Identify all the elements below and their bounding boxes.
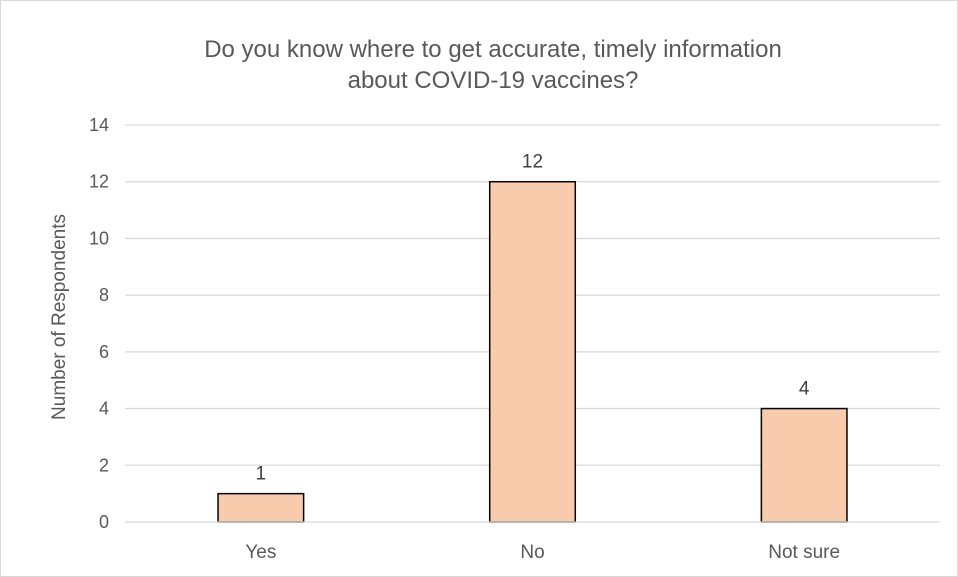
chart-title: Do you know where to get accurate, timel… (204, 36, 782, 94)
data-label: 1 (256, 464, 267, 485)
y-tick-label: 8 (99, 285, 109, 305)
data-label: 4 (799, 379, 810, 400)
bar (760, 407, 848, 523)
x-axis-categories: Yes No Not sure (245, 542, 840, 563)
y-tick-label: 10 (89, 228, 109, 248)
data-label: 12 (522, 152, 543, 173)
chart-title-line-2: about COVID-19 vaccines? (348, 67, 639, 94)
y-axis-ticks: 0 2 4 6 8 10 12 14 (89, 115, 109, 532)
y-tick-label: 0 (99, 512, 109, 532)
bars (217, 180, 848, 523)
data-labels: 1 12 4 (256, 152, 810, 485)
x-category-label: Not sure (768, 542, 840, 563)
x-category-label: No (520, 542, 544, 563)
y-tick-label: 2 (99, 455, 109, 475)
y-axis-label: Number of Respondents (49, 214, 70, 420)
x-category-label: Yes (245, 542, 276, 563)
y-tick-label: 12 (89, 172, 109, 192)
chart-title-line-1: Do you know where to get accurate, timel… (204, 36, 782, 63)
y-tick-label: 14 (89, 115, 109, 135)
y-tick-label: 4 (99, 399, 109, 419)
y-tick-label: 6 (99, 342, 109, 362)
bar (217, 492, 305, 523)
bar (488, 180, 577, 523)
